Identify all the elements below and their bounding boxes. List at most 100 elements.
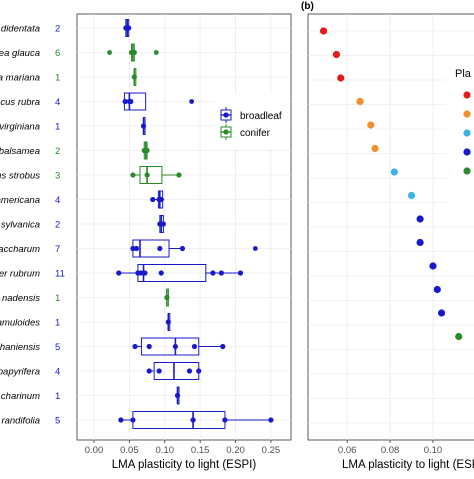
- sample-count: 3: [55, 171, 60, 182]
- legend-key-broadleaf: [220, 107, 232, 123]
- legend-label-conifer: conifer: [240, 128, 271, 139]
- sample-count: 1: [55, 122, 60, 133]
- legend-b-key: [463, 148, 471, 156]
- legend-label-broadleaf: broadleaf: [240, 111, 282, 122]
- data-point: [268, 417, 274, 423]
- x-tick-label: 0.00: [85, 445, 104, 456]
- data-point: [157, 245, 163, 252]
- data-point: [131, 74, 137, 80]
- data-point: [172, 343, 178, 350]
- legend-a: broadleaf conifer: [214, 94, 290, 148]
- species-label: balsamea: [0, 146, 40, 157]
- data-point: [146, 368, 152, 374]
- data-point: [130, 172, 136, 178]
- boxplot-6: [130, 166, 182, 184]
- boxplot-4: [140, 117, 147, 135]
- x-tick-label: 0.08: [381, 445, 400, 456]
- species-label: virginiana: [0, 122, 40, 133]
- data-point: [126, 25, 132, 31]
- data-point: [118, 417, 124, 423]
- sample-count: 2: [55, 146, 60, 157]
- scatter-point: [429, 262, 437, 270]
- data-point: [222, 417, 228, 423]
- data-point: [144, 172, 150, 178]
- scatter-point: [416, 238, 424, 247]
- sample-count: 1: [55, 293, 60, 304]
- panel-a-background: [76, 13, 292, 441]
- boxplot-8: [157, 215, 166, 233]
- panel-a-marks: [107, 19, 274, 429]
- data-point: [174, 392, 181, 399]
- boxplot-1: [107, 43, 159, 62]
- boxplot-15: [174, 386, 181, 405]
- data-point: [160, 221, 166, 227]
- species-label: amuloides: [0, 318, 40, 329]
- legend-a-box: [214, 94, 290, 148]
- sample-count: 4: [55, 97, 60, 108]
- data-point: [179, 245, 186, 252]
- species-label: randifolia: [1, 416, 40, 427]
- panel-b-x-axis-title: LMA plasticity to light (ESPI): [342, 459, 474, 471]
- data-point: [133, 245, 140, 252]
- species-label: didentata: [1, 24, 40, 35]
- species-label: cus rubra: [0, 97, 40, 108]
- species-label: papyrifera: [0, 367, 40, 378]
- sample-count: 1: [55, 318, 60, 329]
- data-point: [132, 343, 138, 350]
- boxplot-9: [130, 239, 258, 258]
- scatter-point: [332, 50, 341, 59]
- legend-b: Pla: [446, 58, 474, 208]
- data-point: [186, 368, 193, 374]
- data-point: [191, 343, 198, 350]
- data-point: [176, 172, 182, 178]
- box: [140, 337, 200, 356]
- data-point: [196, 368, 202, 374]
- species-label: charinum: [1, 391, 40, 402]
- boxplot-10: [116, 264, 244, 282]
- species-label: a mariana: [0, 73, 40, 84]
- outlier-point: [107, 50, 112, 55]
- scatter-point: [407, 191, 416, 200]
- data-point: [210, 270, 216, 276]
- boxplot-5: [141, 141, 150, 160]
- species-label: sylvanica: [1, 220, 40, 231]
- scatter-point: [433, 285, 441, 294]
- data-point: [218, 270, 224, 276]
- x-tick-label: 0.06: [338, 445, 357, 456]
- data-point: [140, 123, 147, 129]
- scatter-point: [319, 27, 328, 35]
- box: [137, 264, 207, 282]
- outlier-point: [153, 50, 159, 55]
- scatter-point: [367, 121, 375, 129]
- sample-count: 5: [55, 342, 60, 353]
- x-tick-label: 0.10: [156, 445, 175, 456]
- data-point: [142, 270, 148, 276]
- scatter-point: [356, 97, 364, 106]
- box: [132, 411, 226, 429]
- boxplot-12: [165, 313, 171, 331]
- data-point: [131, 49, 137, 56]
- data-point: [220, 343, 226, 350]
- sample-count: 2: [55, 220, 60, 231]
- legend-b-title: Pla: [455, 68, 472, 80]
- outlier-point: [252, 246, 258, 251]
- species-label: us strobus: [0, 171, 40, 182]
- sample-count: 4: [55, 195, 60, 206]
- species-label: accharum: [0, 244, 40, 255]
- boxplot-16: [118, 411, 274, 429]
- panel-a-x-axis-title: LMA plasticity to light (ESPI): [112, 459, 257, 471]
- data-point: [122, 98, 128, 105]
- data-point: [116, 270, 122, 276]
- sample-count: 1: [55, 391, 60, 402]
- data-point: [128, 98, 134, 105]
- boxplot-14: [146, 362, 202, 380]
- data-point: [158, 196, 164, 203]
- species-label: ea glauca: [0, 48, 40, 59]
- x-tick-label: 0.15: [191, 445, 210, 456]
- data-point: [150, 196, 156, 203]
- panel-b-marks: [319, 27, 463, 341]
- data-point: [130, 417, 136, 423]
- legend-key-conifer: [220, 124, 232, 140]
